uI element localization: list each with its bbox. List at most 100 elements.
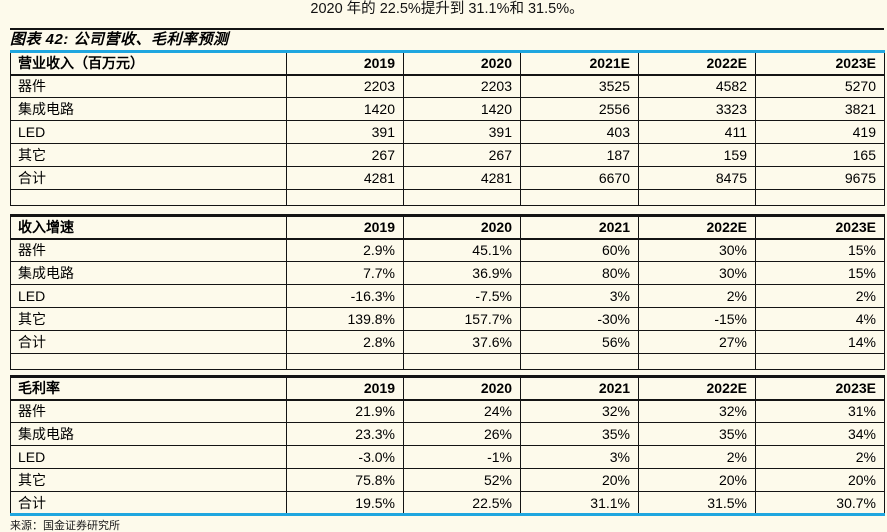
value-cell: 1420	[403, 97, 521, 121]
value-cell: 391	[286, 120, 404, 144]
value-cell: 80%	[520, 261, 639, 285]
value-cell: 2%	[755, 284, 885, 308]
value-cell: 36.9%	[403, 261, 521, 285]
year-column-header: 2021E	[520, 50, 639, 76]
forecast-tables: 营业收入（百万元） 2019 2020 2021E 2022E 2023E 器件 2203 22…	[10, 50, 885, 516]
year-column-header: 2020	[403, 375, 521, 401]
row-label: LED	[10, 284, 287, 308]
value-cell: 60%	[520, 238, 639, 262]
header-row: 营业收入（百万元） 2019 2020 2021E 2022E 2023E	[10, 50, 885, 76]
value-cell: -15%	[638, 307, 756, 331]
row-label: 器件	[10, 399, 287, 423]
value-cell: 2556	[520, 97, 639, 121]
table-row: 集成电路 1420 1420 2556 3323 3821	[10, 97, 885, 121]
year-column-header: 2021	[520, 375, 639, 401]
value-cell: 165	[755, 143, 885, 167]
year-column-header: 2019	[286, 50, 404, 76]
value-cell: 157.7%	[403, 307, 521, 331]
empty-cell	[403, 353, 521, 370]
row-label: 合计	[10, 166, 287, 190]
empty-cell	[286, 189, 404, 206]
year-column-header: 2022E	[638, 375, 756, 401]
table-row: 器件 21.9% 24% 32% 32% 31%	[10, 399, 885, 423]
value-cell: 20%	[755, 468, 885, 492]
value-cell: 3323	[638, 97, 756, 121]
section-title: 营业收入（百万元）	[10, 50, 287, 76]
table-row: 其它 267 267 187 159 165	[10, 143, 885, 167]
table-row: 集成电路 23.3% 26% 35% 35% 34%	[10, 422, 885, 446]
value-cell: 3%	[520, 284, 639, 308]
row-label: LED	[10, 120, 287, 144]
table-row: LED -3.0% -1% 3% 2% 2%	[10, 445, 885, 469]
year-column-header: 2021	[520, 214, 639, 240]
value-cell: 5270	[755, 74, 885, 98]
value-cell: 8475	[638, 166, 756, 190]
value-cell: 391	[403, 120, 521, 144]
year-column-header: 2023E	[755, 50, 885, 76]
value-cell: 2.8%	[286, 330, 404, 354]
table-revenue-growth: 收入增速 2019 2020 2021 2022E 2023E 器件 2.9% 45.1% 60%…	[10, 214, 885, 370]
row-label: 合计	[10, 491, 287, 515]
value-cell: 30%	[638, 238, 756, 262]
value-cell: 4582	[638, 74, 756, 98]
value-cell: 139.8%	[286, 307, 404, 331]
empty-cell	[755, 353, 885, 370]
value-cell: 4281	[286, 166, 404, 190]
value-cell: -1%	[403, 445, 521, 469]
value-cell: 2203	[286, 74, 404, 98]
body-text: 2020 年的 22.5%提升到 31.1%和 31.5%。	[310, 1, 584, 17]
value-cell: 187	[520, 143, 639, 167]
value-cell: 4%	[755, 307, 885, 331]
value-cell: 1420	[286, 97, 404, 121]
row-label: 器件	[10, 238, 287, 262]
empty-cell	[520, 189, 639, 206]
row-label: 其它	[10, 307, 287, 331]
value-cell: 6670	[520, 166, 639, 190]
spacer-row	[10, 353, 885, 370]
year-column-header: 2022E	[638, 50, 756, 76]
table-row: LED 391 391 403 411 419	[10, 120, 885, 144]
section-title: 毛利率	[10, 375, 287, 401]
value-cell: 35%	[638, 422, 756, 446]
value-cell: 15%	[755, 238, 885, 262]
value-cell: 31.5%	[638, 491, 756, 515]
spacer-row	[10, 189, 885, 206]
value-cell: 419	[755, 120, 885, 144]
header-row: 收入增速 2019 2020 2021 2022E 2023E	[10, 214, 885, 240]
value-cell: 20%	[520, 468, 639, 492]
table-revenue: 营业收入（百万元） 2019 2020 2021E 2022E 2023E 器件 2203 22…	[10, 50, 885, 206]
value-cell: 23.3%	[286, 422, 404, 446]
year-column-header: 2020	[403, 50, 521, 76]
value-cell: 9675	[755, 166, 885, 190]
value-cell: 75.8%	[286, 468, 404, 492]
value-cell: 34%	[755, 422, 885, 446]
table-row: LED -16.3% -7.5% 3% 2% 2%	[10, 284, 885, 308]
value-cell: 403	[520, 120, 639, 144]
table-gross-margin: 毛利率 2019 2020 2021 2022E 2023E 器件 21.9% 24% 32% 32…	[10, 375, 885, 516]
table-row: 其它 139.8% 157.7% -30% -15% 4%	[10, 307, 885, 331]
empty-cell	[638, 189, 756, 206]
header-row: 毛利率 2019 2020 2021 2022E 2023E	[10, 375, 885, 401]
table-row: 其它 75.8% 52% 20% 20% 20%	[10, 468, 885, 492]
value-cell: 21.9%	[286, 399, 404, 423]
value-cell: 4281	[403, 166, 521, 190]
year-column-header: 2023E	[755, 214, 885, 240]
row-label: 集成电路	[10, 422, 287, 446]
value-cell: 22.5%	[403, 491, 521, 515]
value-cell: -3.0%	[286, 445, 404, 469]
value-cell: 267	[286, 143, 404, 167]
value-cell: 20%	[638, 468, 756, 492]
value-cell: 45.1%	[403, 238, 521, 262]
year-column-header: 2020	[403, 214, 521, 240]
value-cell: -7.5%	[403, 284, 521, 308]
row-label: 集成电路	[10, 97, 287, 121]
year-column-header: 2019	[286, 375, 404, 401]
value-cell: 30.7%	[755, 491, 885, 515]
row-label: 器件	[10, 74, 287, 98]
value-cell: 35%	[520, 422, 639, 446]
value-cell: 52%	[403, 468, 521, 492]
figure-top-rule	[10, 28, 884, 30]
value-cell: 31%	[755, 399, 885, 423]
source-note: 来源：国金证券研究所	[10, 520, 120, 532]
